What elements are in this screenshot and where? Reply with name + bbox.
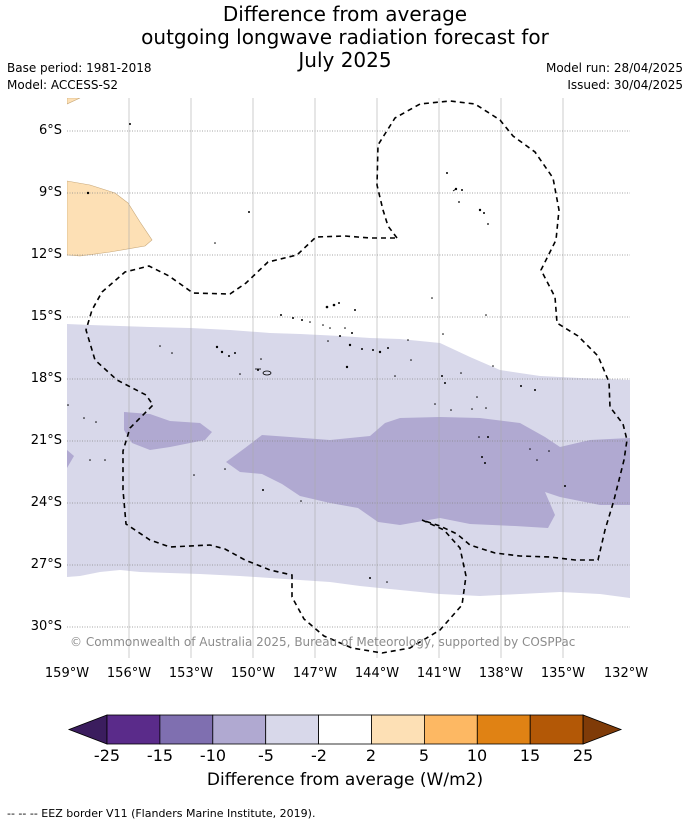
model-run-text: Model run: 28/04/2025 [545, 61, 683, 75]
lon-label: 135°W [540, 666, 586, 681]
colorbar-cell [529, 714, 584, 745]
colorbar-tick-label: -2 [311, 746, 327, 765]
colorbar-cell [106, 714, 161, 745]
lat-label: 15°S [30, 309, 62, 324]
anomaly-region-minus5-to-minus10 [226, 417, 630, 528]
metadata-right: Model run: 28/04/2025 Issued: 30/04/2025 [546, 60, 683, 94]
chart-title-line3: July 2025 [298, 48, 392, 72]
colorbar-cell [159, 714, 214, 745]
lat-label: 6°S [38, 123, 62, 138]
lon-label: 150°W [230, 666, 276, 681]
colorbar [67, 714, 623, 745]
lon-label: 138°W [478, 666, 524, 681]
colorbar-tick-label: 5 [418, 746, 430, 765]
colorbar-extend-max [582, 714, 623, 745]
lon-label: 147°W [292, 666, 338, 681]
colorbar-cell [212, 714, 267, 745]
chart-title-line1: Difference from average [222, 2, 468, 26]
colorbar-extend-min [67, 714, 108, 745]
colorbar-title: Difference from average (W/m2) [206, 770, 484, 790]
eez-footnote: -- -- -- EEZ border V11 (Flanders Marine… [7, 807, 316, 820]
colorbar-tick-label: 2 [365, 746, 377, 765]
lon-label: 144°W [354, 666, 400, 681]
anomaly-region-plus2-to-plus5 [67, 180, 153, 257]
colorbar-tick-label: -10 [199, 746, 227, 765]
lat-label: 18°S [30, 371, 62, 386]
lon-label: 141°W [416, 666, 462, 681]
lat-label: 24°S [30, 495, 62, 510]
colorbar-cell [423, 714, 478, 745]
anomaly-region-minus5-to-minus10 [124, 412, 212, 450]
island-outlines [255, 188, 457, 376]
colorbar-tick-label: -5 [258, 746, 274, 765]
lat-label: 21°S [30, 433, 62, 448]
copyright-text: © Commonwealth of Australia 2025, Bureau… [70, 635, 575, 649]
colorbar-cell [265, 714, 320, 745]
model-text: Model: ACCESS-S2 [7, 78, 119, 92]
colorbar-tick-label: 15 [519, 746, 541, 765]
anomaly-region-plus2-to-plus5 [67, 98, 81, 105]
lon-label: 159°W [44, 666, 90, 681]
lon-label: 132°W [603, 666, 649, 681]
colorbar-cell [476, 714, 531, 745]
lat-label: 27°S [30, 557, 62, 572]
metadata-left: Base period: 1981-2018 Model: ACCESS-S2 [7, 60, 152, 94]
issued-text: Issued: 30/04/2025 [567, 78, 683, 92]
eez-border [85, 100, 628, 654]
olr-anomaly-map: © Commonwealth of Australia 2025, Bureau… [67, 98, 630, 658]
lat-label: 9°S [38, 185, 62, 200]
meridians [128, 98, 564, 658]
colorbar-cell [318, 714, 372, 745]
lon-label: 156°W [106, 666, 152, 681]
lon-label: 153°W [168, 666, 214, 681]
colorbar-tick-label: 25 [572, 746, 594, 765]
chart-title-line2: outgoing longwave radiation forecast for [141, 25, 549, 49]
colorbar-cell [371, 714, 425, 745]
lat-label: 12°S [30, 247, 62, 262]
anomaly-region-minus5-to-minus10 [67, 450, 74, 468]
lat-label: 30°S [30, 619, 62, 634]
colorbar-tick-label: -25 [93, 746, 121, 765]
islands [67, 123, 566, 583]
colorbar-tick-label: -15 [146, 746, 174, 765]
colorbar-tick-label: 10 [466, 746, 488, 765]
base-period-text: Base period: 1981-2018 [7, 61, 152, 75]
